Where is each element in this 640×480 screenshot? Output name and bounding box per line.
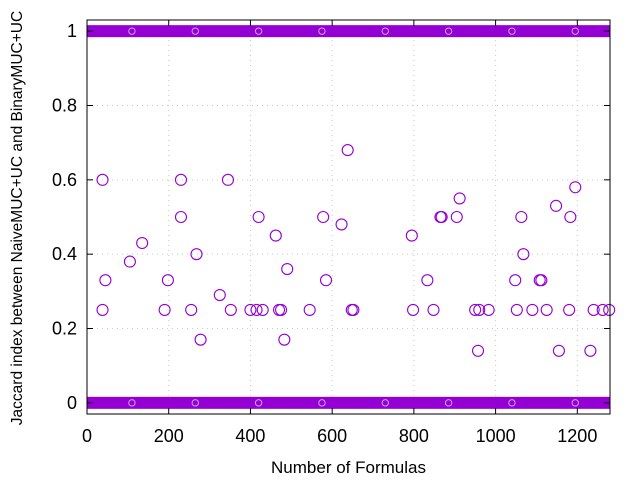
data-point bbox=[281, 262, 294, 276]
data-point bbox=[515, 210, 528, 224]
y-tick-label: 0.4 bbox=[52, 244, 77, 264]
dense-band-y-0 bbox=[87, 396, 610, 409]
x-tick-label: 1200 bbox=[557, 426, 597, 446]
y-tick-label: 0 bbox=[67, 393, 77, 413]
band-marker-highlight bbox=[444, 399, 453, 407]
data-point bbox=[552, 344, 565, 357]
dense-band-y-1 bbox=[87, 25, 610, 38]
axis-tick-labels: 0 200 400 600 800 1000 1200 0 0.2 0.4 0.6 0.8 1 bbox=[52, 21, 597, 446]
band-marker-highlight bbox=[508, 399, 516, 407]
data-point bbox=[564, 210, 577, 224]
data-point bbox=[317, 210, 330, 224]
data-point bbox=[569, 181, 582, 194]
data-point bbox=[319, 274, 333, 287]
data-point bbox=[469, 303, 482, 316]
data-point bbox=[471, 344, 485, 357]
data-point bbox=[174, 210, 188, 224]
data-point bbox=[136, 236, 149, 250]
data-point bbox=[421, 274, 434, 287]
x-axis-label: Number of Formulas bbox=[271, 458, 426, 477]
data-point bbox=[123, 255, 136, 268]
x-tick-label: 800 bbox=[399, 426, 429, 446]
data-point bbox=[510, 303, 523, 316]
y-tick-label: 1 bbox=[67, 21, 77, 41]
data-point bbox=[453, 192, 466, 205]
data-point bbox=[540, 303, 553, 316]
band-marker-highlight bbox=[381, 399, 389, 407]
data-point bbox=[99, 274, 112, 287]
data-point bbox=[194, 333, 207, 346]
data-point bbox=[427, 303, 440, 316]
dense-point-bands bbox=[87, 25, 610, 409]
band-marker-highlight bbox=[254, 27, 263, 35]
band-marker-highlight bbox=[508, 27, 516, 35]
data-point bbox=[517, 248, 530, 261]
band-marker-highlight bbox=[128, 399, 136, 407]
band-marker-highlight bbox=[254, 399, 263, 407]
band-marker-highlight bbox=[191, 27, 199, 35]
data-point bbox=[587, 303, 600, 316]
data-point bbox=[244, 303, 257, 316]
x-tick-label: 600 bbox=[317, 426, 347, 446]
data-point bbox=[407, 303, 420, 316]
data-point bbox=[584, 344, 597, 357]
data-point bbox=[596, 303, 609, 316]
data-point bbox=[450, 210, 463, 224]
data-point bbox=[96, 173, 109, 186]
data-point bbox=[252, 210, 265, 224]
y-tick-label: 0.6 bbox=[52, 170, 77, 190]
data-point bbox=[482, 303, 495, 316]
data-point bbox=[269, 229, 282, 242]
data-point bbox=[190, 248, 203, 261]
grid-lines bbox=[86, 20, 610, 414]
data-point bbox=[603, 303, 616, 316]
data-point bbox=[341, 144, 354, 157]
x-tick-label: 0 bbox=[82, 426, 92, 446]
data-point bbox=[335, 218, 348, 231]
data-points bbox=[96, 144, 616, 357]
data-point bbox=[224, 303, 237, 316]
data-point bbox=[526, 303, 539, 316]
data-point bbox=[185, 303, 198, 316]
data-point bbox=[535, 274, 548, 287]
band-marker-highlight bbox=[191, 399, 199, 407]
band-marker-highlight bbox=[444, 27, 453, 35]
y-tick-label: 0.2 bbox=[52, 319, 77, 339]
x-tick-label: 200 bbox=[154, 426, 184, 446]
data-point bbox=[250, 303, 263, 316]
data-point bbox=[221, 173, 235, 186]
data-point bbox=[278, 333, 291, 346]
data-point bbox=[473, 303, 486, 316]
band-marker-highlight bbox=[318, 27, 326, 35]
data-point bbox=[256, 303, 269, 316]
band-marker-highlight bbox=[128, 27, 136, 35]
x-tick-label: 400 bbox=[235, 426, 265, 446]
band-marker-highlight bbox=[571, 27, 579, 35]
x-tick-label: 1000 bbox=[476, 426, 516, 446]
data-point bbox=[509, 274, 522, 287]
data-point bbox=[405, 229, 418, 242]
data-point bbox=[347, 303, 360, 316]
data-point bbox=[303, 303, 316, 316]
band-marker-highlight bbox=[381, 27, 389, 35]
data-point bbox=[435, 210, 448, 224]
y-tick-label: 0.8 bbox=[52, 95, 77, 115]
data-point bbox=[275, 303, 288, 316]
data-point bbox=[161, 274, 174, 287]
data-point bbox=[174, 173, 188, 186]
data-point bbox=[563, 303, 576, 316]
y-axis-label: Jaccard index between NaiveMUC+UC and Bi… bbox=[9, 11, 26, 425]
data-point bbox=[213, 289, 226, 302]
data-point bbox=[158, 303, 171, 316]
band-marker-highlight bbox=[318, 399, 326, 407]
data-point bbox=[550, 199, 563, 212]
plot-frame bbox=[86, 19, 611, 415]
axis-ticks bbox=[86, 20, 610, 414]
data-point bbox=[96, 303, 109, 316]
band-marker-highlight bbox=[571, 399, 579, 407]
